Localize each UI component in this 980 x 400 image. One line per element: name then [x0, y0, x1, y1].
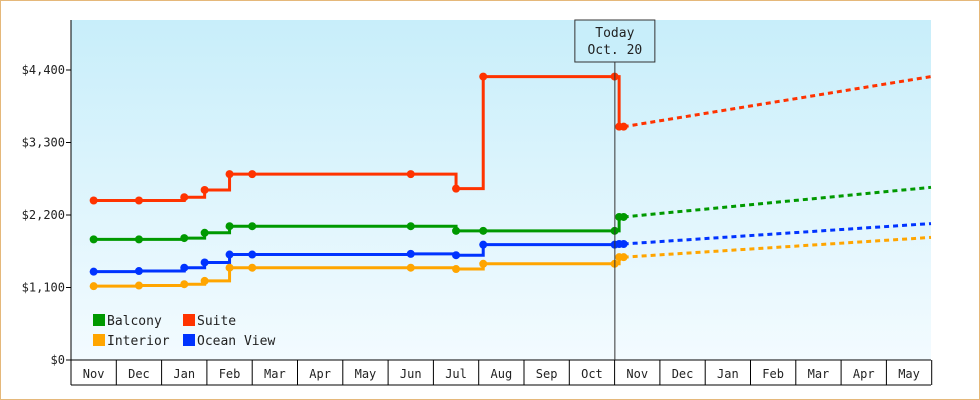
data-point [200, 185, 209, 194]
legend-label: Suite [197, 314, 236, 329]
x-axis: Nov Dec Jan Feb Mar Apr May Jun Jul Aug Sep Oct Nov D… [70, 359, 933, 386]
y-tick-label: $0 [51, 353, 65, 367]
legend-swatch [183, 314, 195, 326]
x-tick-label: Dec [672, 367, 694, 381]
data-point [134, 196, 143, 205]
y-tick-label: $2,200 [22, 208, 65, 222]
x-tick-label: Sep [536, 367, 558, 381]
y-axis: $0 $1,100 $2,200 $3,300 $4,400 [22, 20, 72, 367]
forecast-line [623, 185, 932, 219]
legend-swatch [93, 334, 105, 346]
data-point [180, 280, 189, 289]
today-marker: Today Oct. 20 [574, 19, 656, 360]
data-point [225, 170, 234, 179]
data-point [619, 122, 628, 131]
legend-item: Suite [183, 314, 236, 329]
legend-swatch [183, 334, 195, 346]
y-tick-label: $4,400 [22, 63, 65, 77]
legend-label: Ocean View [197, 334, 275, 349]
data-point [225, 250, 234, 259]
data-point [200, 228, 209, 237]
x-tick-label: Apr [309, 367, 331, 381]
data-point [134, 235, 143, 244]
plot-area [71, 20, 931, 360]
data-point [134, 267, 143, 276]
data-point [479, 240, 488, 249]
x-tick-label: Jun [400, 367, 422, 381]
x-tick-label: Apr [853, 367, 875, 381]
data-point [452, 184, 461, 193]
x-tick-label: Aug [491, 367, 513, 381]
y-tick-label: $1,100 [22, 281, 65, 295]
data-point [406, 263, 415, 272]
forecast-line [623, 235, 932, 259]
data-point [89, 267, 98, 276]
data-point [452, 265, 461, 274]
x-tick-label: Mar [264, 367, 286, 381]
data-point [248, 222, 257, 231]
legend-label: Interior [107, 334, 170, 349]
data-point [479, 259, 488, 268]
today-label-box [574, 19, 656, 63]
x-tick-label: Oct [581, 367, 603, 381]
legend-item: Ocean View [183, 334, 275, 349]
series-ocean-view [89, 222, 932, 276]
x-tick-label: Feb [762, 367, 784, 381]
data-point [452, 251, 461, 260]
data-point [248, 263, 257, 272]
today-label: Today [595, 26, 634, 41]
data-point [406, 222, 415, 231]
x-tick-label: Jan [717, 367, 739, 381]
x-tick-label: Dec [128, 367, 150, 381]
x-tick-label: Feb [219, 367, 241, 381]
data-point [89, 282, 98, 291]
data-point [452, 226, 461, 235]
legend-item: Interior [93, 334, 170, 349]
y-tick-label: $3,300 [22, 136, 65, 150]
data-point [180, 193, 189, 202]
data-point [248, 250, 257, 259]
data-point [134, 281, 143, 290]
data-point [89, 235, 98, 244]
x-tick-label: Nov [626, 367, 648, 381]
legend: Balcony Suite Interior Ocean View [93, 314, 275, 349]
data-point [406, 249, 415, 258]
data-point [248, 170, 257, 179]
x-tick-label: Jul [445, 367, 467, 381]
x-tick-label: Mar [808, 367, 830, 381]
legend-swatch [93, 314, 105, 326]
legend-label: Balcony [107, 314, 162, 329]
data-point [479, 226, 488, 235]
forecast-line [623, 222, 932, 246]
series-balcony [89, 185, 932, 244]
x-tick-label: Nov [83, 367, 105, 381]
data-point [225, 222, 234, 231]
data-point [89, 196, 98, 205]
today-date: Oct. 20 [587, 43, 642, 58]
data-point [200, 258, 209, 267]
forecast-line [623, 75, 932, 129]
x-tick-label: May [898, 367, 920, 381]
x-tick-label: Jan [173, 367, 195, 381]
data-point [479, 72, 488, 81]
data-point [180, 234, 189, 243]
data-point [200, 276, 209, 285]
x-tick-label: May [355, 367, 377, 381]
data-point [180, 263, 189, 272]
legend-item: Balcony [93, 314, 162, 329]
data-point [225, 263, 234, 272]
data-point [406, 170, 415, 179]
